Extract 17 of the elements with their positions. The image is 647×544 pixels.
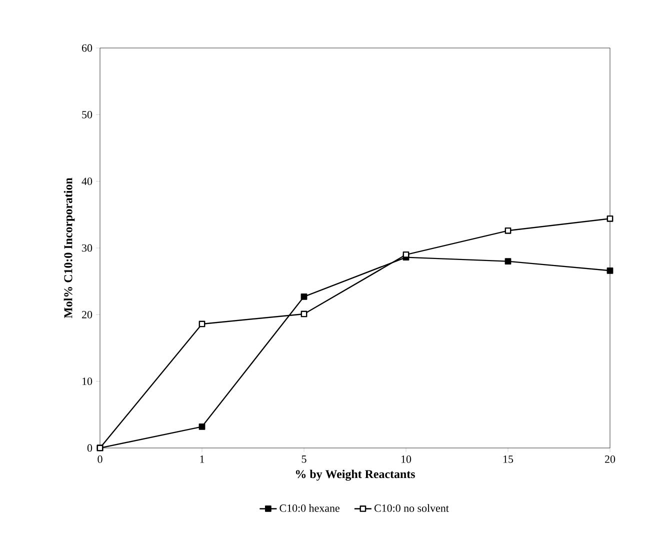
- y-tick-label: 40: [82, 178, 92, 186]
- y-tick-label: 10: [82, 378, 92, 386]
- x-tick-label: 10: [401, 456, 412, 463]
- x-tick-label: 20: [605, 456, 616, 463]
- x-tick-label: 15: [503, 456, 514, 463]
- x-tick-label: 0: [98, 456, 102, 463]
- y-tick-label: 0: [87, 444, 92, 452]
- legend-label: C10:0 hexane: [280, 504, 340, 512]
- y-tick-label: 20: [82, 310, 92, 318]
- legend-label: C10:0 no solvent: [374, 504, 449, 512]
- x-axis-title: % by Weight Reactants: [296, 470, 415, 481]
- x-tick-label: 1: [200, 456, 204, 463]
- y-tick-label: 50: [82, 110, 92, 118]
- y-tick-label: 60: [82, 44, 92, 52]
- y-tick-label: 30: [82, 244, 92, 252]
- x-tick-label: 5: [302, 456, 306, 463]
- y-axis-title: Mol% C10:0 Incorporation: [64, 178, 75, 318]
